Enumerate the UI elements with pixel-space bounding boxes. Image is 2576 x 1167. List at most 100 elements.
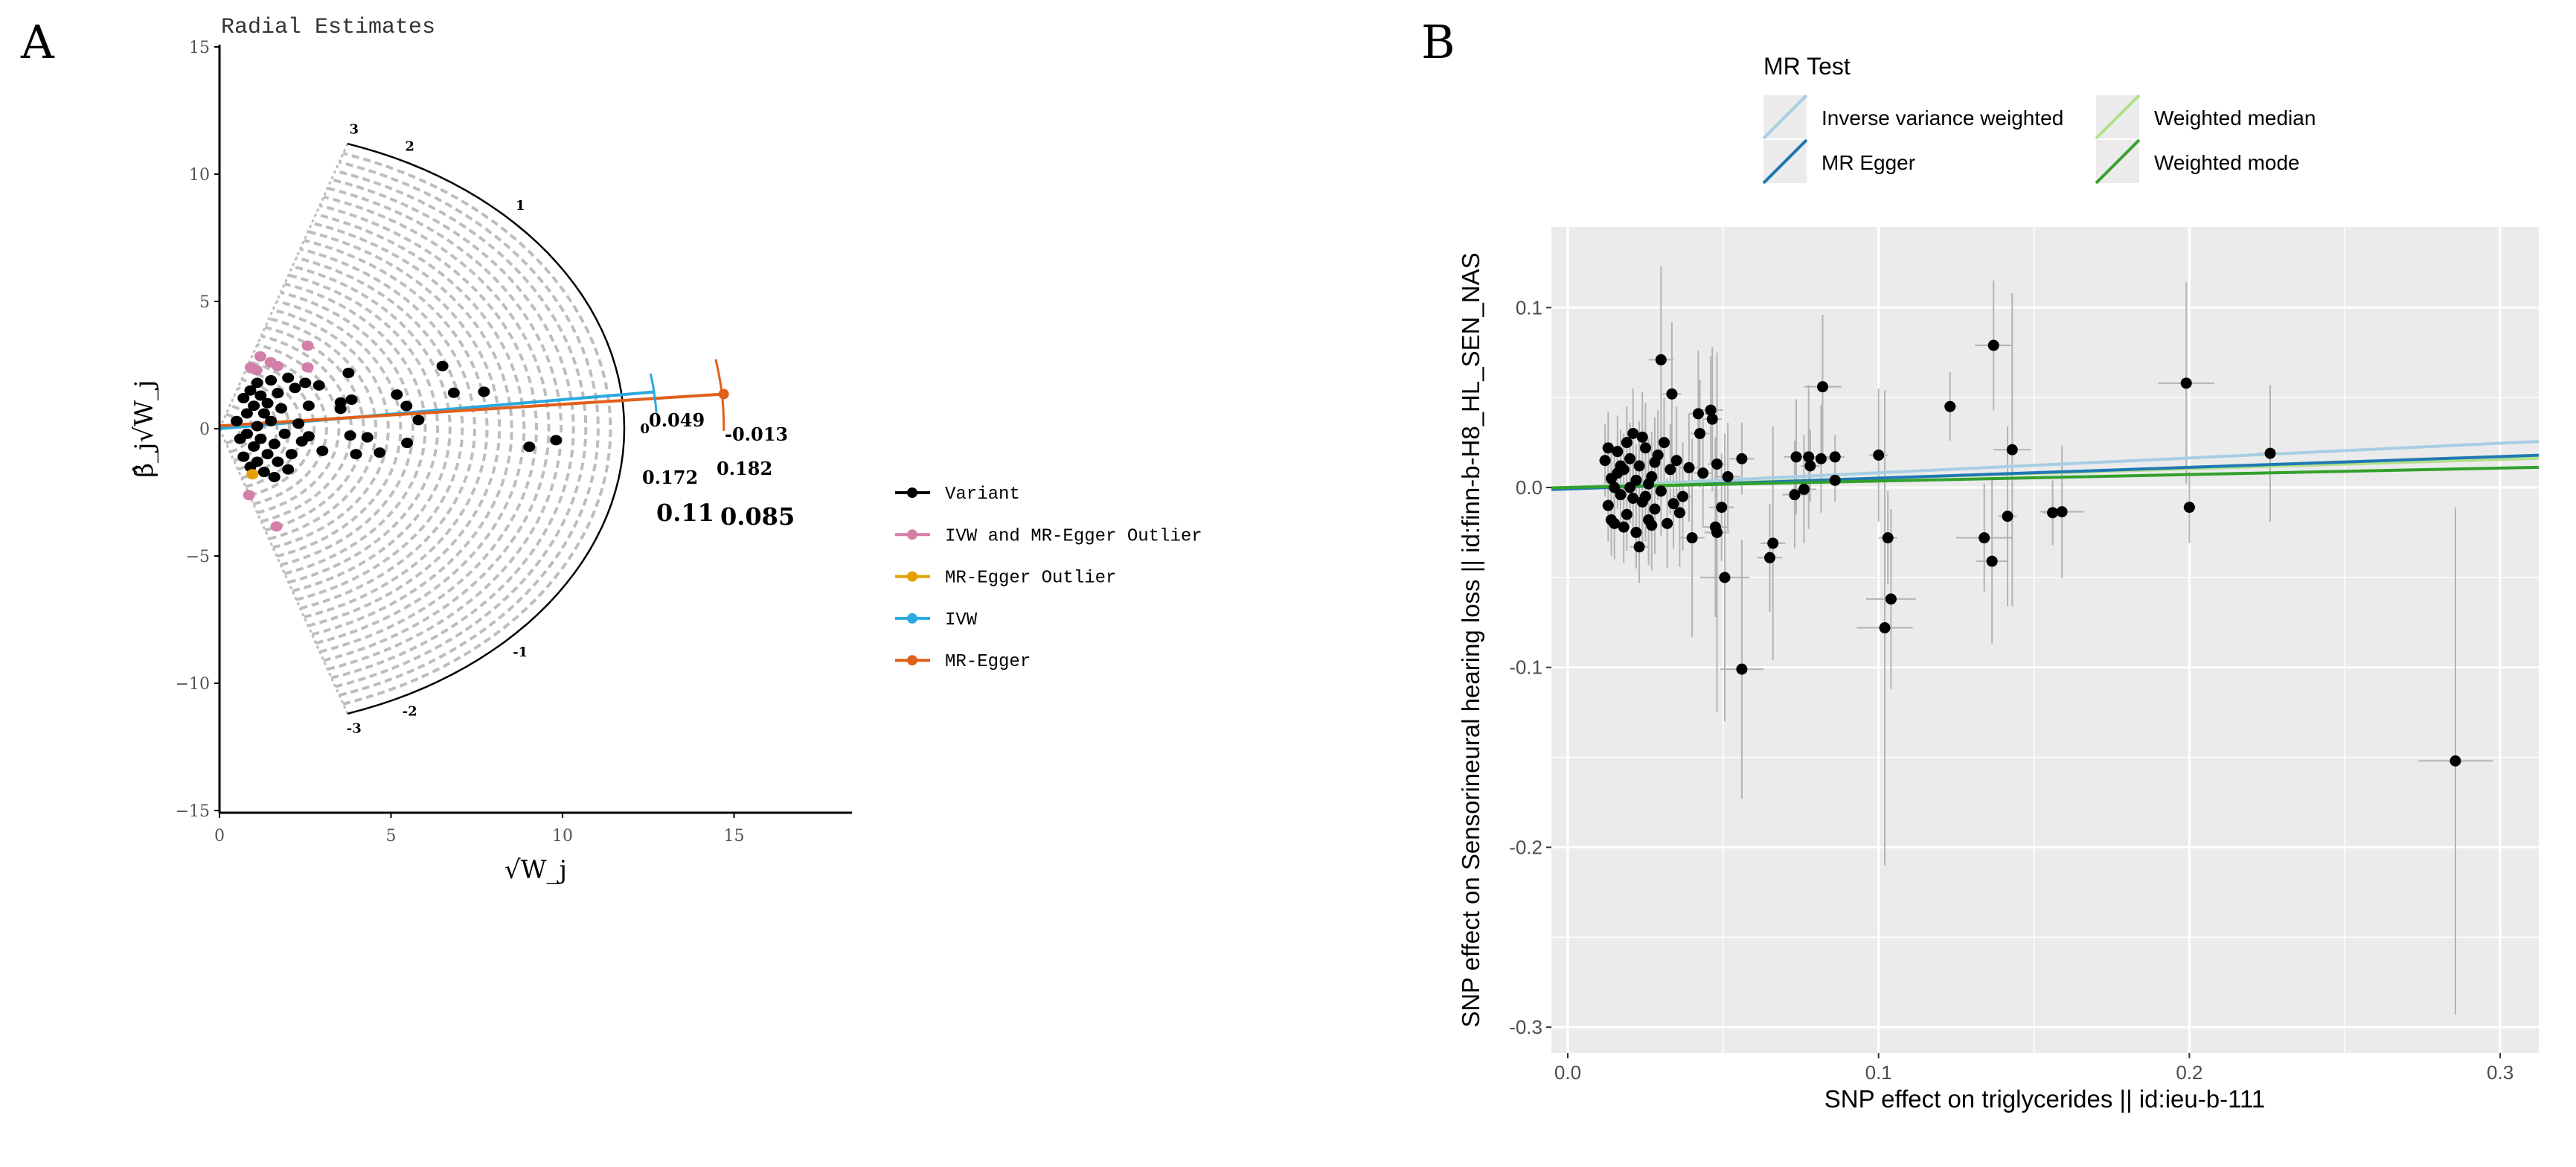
radial-point: [240, 408, 253, 419]
snp-point: [1706, 413, 1718, 425]
snp-point: [2180, 377, 2192, 389]
radial-point: [344, 430, 356, 441]
radial-point: [478, 386, 490, 397]
radial-point: [246, 469, 259, 480]
y-tick-label: -0.2: [1509, 836, 1542, 858]
radial-point: [237, 392, 250, 403]
boundary-ray: [218, 428, 349, 714]
x-tick-label: 0: [214, 827, 225, 845]
radial-point: [243, 490, 255, 501]
variant-circle: [252, 351, 328, 506]
variant-circle: [257, 343, 341, 514]
variant-circle: [276, 299, 403, 558]
radial-point: [250, 365, 263, 376]
snp-point: [1683, 461, 1695, 473]
variant-circle: [315, 212, 526, 645]
radial-point: [272, 456, 284, 467]
y-tick-label: −5: [186, 548, 210, 566]
snp-point: [1630, 526, 1642, 538]
egger-estimate-label: 0.085: [720, 502, 795, 531]
snp-point: [1767, 537, 1779, 549]
ivw-lower-label: 0.049: [649, 409, 705, 431]
snp-point: [1655, 354, 1667, 365]
snp-point: [1709, 521, 1721, 533]
radial-point: [282, 372, 295, 383]
snp-point: [1736, 453, 1748, 464]
radial-point: [282, 464, 295, 475]
snp-point: [1646, 519, 1658, 531]
variant-circle: [342, 152, 612, 706]
snp-point: [1624, 453, 1636, 464]
snp-point: [2056, 506, 2068, 518]
snp-point: [1599, 455, 1611, 467]
radial-point: [350, 449, 362, 460]
variant-circle: [295, 256, 464, 601]
snp-point: [1639, 490, 1651, 502]
x-tick-label: 15: [724, 827, 745, 845]
snp-point: [1979, 532, 1990, 544]
scatter-plot-panel: B 0.0 0.1 0.2 0.3 0.1 0.0 -0.1 -0.2 -0.3 SNP eff…: [1421, 15, 2540, 1113]
radial-point: [345, 394, 358, 406]
snp-point: [1686, 532, 1698, 544]
legend-label: MR Egger: [1822, 151, 1915, 174]
radial-point: [289, 383, 301, 394]
variant-circle: [327, 186, 563, 671]
y-tick-label: -0.3: [1509, 1016, 1542, 1038]
radial-point: [270, 521, 283, 532]
x-axis-title: SNP effect on triglycerides || id:ieu-b-…: [1824, 1085, 2266, 1113]
snp-point: [1829, 451, 1841, 463]
variant-circle: [299, 247, 477, 610]
legend-label: IVW: [945, 610, 978, 630]
variant-circle: [249, 360, 316, 497]
ivw-estimate-label: 0.11: [656, 499, 714, 527]
radial-point: [237, 451, 250, 462]
x-tick-label: 0.0: [1554, 1061, 1581, 1084]
radial-point: [285, 449, 298, 460]
radial-point: [301, 340, 314, 351]
snp-point: [2002, 511, 2013, 522]
legend-key-line: [1762, 94, 1808, 140]
scale-label: 1: [516, 198, 525, 214]
radial-points: [231, 340, 563, 532]
radial-point: [251, 377, 263, 389]
snp-point: [1873, 449, 1885, 461]
legend-key-line: [2095, 94, 2141, 140]
snp-point: [1655, 485, 1667, 497]
snp-point: [1692, 408, 1704, 420]
snp-point: [1609, 482, 1621, 493]
mr-line: [1551, 465, 2540, 490]
snp-point: [1798, 483, 1810, 495]
radial-point: [412, 415, 425, 426]
snp-point: [1602, 442, 1614, 454]
radial-point: [265, 375, 278, 386]
grid-lines: [1551, 227, 2539, 1053]
snp-point: [1658, 437, 1670, 449]
radial-point: [251, 456, 263, 467]
snp-point: [1736, 663, 1748, 675]
radial-point: [268, 438, 281, 450]
radial-point: [436, 360, 449, 371]
variant-circle: [292, 265, 452, 592]
radial-point: [265, 415, 278, 426]
snp-point: [1944, 400, 1956, 412]
radial-legend: Variant IVW and MR-Egger Outlier MR-Egger …: [895, 485, 1202, 672]
snp-point: [1789, 489, 1801, 501]
legend-key-line: [1762, 138, 1808, 185]
radial-point: [313, 380, 325, 391]
variant-circle: [280, 291, 415, 566]
legend-label: MR-Egger: [945, 652, 1031, 672]
radial-point: [299, 377, 312, 389]
y-tick-label: 5: [199, 293, 210, 312]
variant-circle: [269, 317, 378, 540]
snp-point: [1615, 460, 1627, 472]
snp-point: [2450, 755, 2461, 767]
radial-point: [301, 362, 314, 373]
snp-point: [2006, 444, 2018, 455]
snp-point: [1627, 493, 1639, 505]
snp-point: [1636, 431, 1648, 443]
scale-label: 2: [405, 139, 414, 155]
panel-label-a: A: [20, 15, 55, 69]
y-tick-label: 0: [199, 421, 210, 439]
